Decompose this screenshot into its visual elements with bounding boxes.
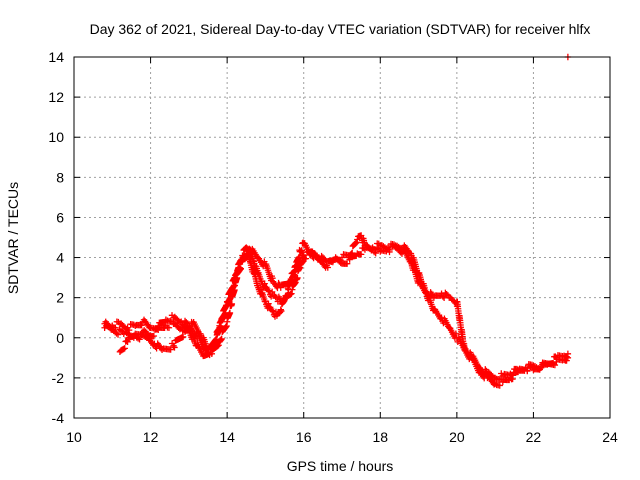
data-point	[324, 264, 331, 271]
data-point	[300, 252, 307, 259]
data-point	[215, 342, 222, 349]
data-point	[138, 322, 145, 329]
y-tick-label: 2	[56, 290, 64, 306]
data-point	[179, 327, 186, 335]
data-points	[101, 53, 572, 389]
data-point	[292, 266, 300, 273]
y-tick-label: 10	[48, 129, 64, 145]
x-tick-label: 20	[449, 429, 465, 445]
data-point	[288, 290, 295, 297]
data-point	[509, 375, 516, 383]
y-tick-label: 8	[56, 169, 64, 185]
data-point	[268, 288, 276, 296]
data-point	[343, 260, 351, 267]
y-tick-label: -4	[52, 410, 65, 426]
data-point	[237, 265, 245, 272]
data-point	[452, 330, 460, 337]
x-tick-label: 10	[66, 429, 82, 445]
data-point	[354, 236, 361, 243]
data-point	[112, 324, 119, 331]
data-point	[349, 249, 356, 257]
y-tick-label: 6	[56, 209, 64, 225]
data-point	[524, 367, 531, 375]
data-point	[261, 280, 268, 287]
data-point	[372, 249, 379, 257]
data-point	[179, 333, 187, 341]
x-tick-label: 14	[219, 429, 235, 445]
data-point	[549, 360, 557, 367]
data-point	[268, 307, 276, 314]
data-point	[227, 294, 234, 302]
grid-lines	[74, 57, 610, 418]
axis-ticks	[73, 56, 611, 419]
data-point	[536, 366, 544, 373]
x-tick-label: 22	[526, 429, 542, 445]
data-point	[114, 331, 122, 338]
data-point	[113, 330, 120, 337]
data-point	[461, 346, 468, 354]
chart-title: Day 362 of 2021, Sidereal Day-to-day VTE…	[90, 21, 591, 37]
y-tick-label: -2	[52, 370, 65, 386]
data-point	[537, 362, 545, 370]
data-point	[125, 326, 133, 334]
data-point	[284, 292, 291, 299]
data-point	[338, 254, 346, 261]
x-tick-label: 24	[602, 429, 618, 445]
data-point	[357, 251, 365, 258]
x-axis-label: GPS time / hours	[287, 458, 394, 474]
data-point	[265, 300, 272, 307]
data-point	[287, 277, 295, 284]
data-point	[167, 346, 174, 353]
series-trace-c	[116, 245, 307, 360]
data-point	[218, 335, 225, 343]
data-point	[171, 344, 178, 351]
data-point	[228, 300, 236, 308]
x-tick-label: 12	[143, 429, 159, 445]
data-point	[138, 331, 145, 339]
data-point	[438, 314, 445, 321]
data-point	[165, 324, 173, 331]
data-point	[222, 309, 229, 317]
y-axis-label: SDTVAR / TECUs	[5, 182, 21, 294]
x-tick-label: 18	[372, 429, 388, 445]
data-point	[292, 267, 299, 275]
data-point	[265, 287, 272, 294]
y-tick-label: 14	[48, 49, 64, 65]
data-point	[298, 259, 305, 266]
data-point	[213, 335, 220, 343]
plot-frame	[73, 56, 611, 419]
data-point	[205, 350, 212, 358]
x-tick-label: 16	[296, 429, 312, 445]
data-point	[299, 251, 307, 259]
data-point	[386, 248, 393, 256]
y-tick-label: 4	[56, 250, 64, 266]
data-point	[232, 278, 240, 285]
data-point	[443, 291, 450, 298]
data-point	[217, 322, 225, 330]
data-point	[496, 382, 503, 389]
data-point	[564, 350, 572, 358]
data-point	[244, 253, 251, 260]
data-point	[439, 293, 447, 300]
data-point	[150, 332, 158, 340]
y-tick-label: 12	[48, 89, 64, 105]
data-point	[121, 345, 128, 352]
data-point	[297, 260, 304, 267]
data-point	[123, 325, 130, 333]
y-tick-label: 0	[56, 330, 64, 346]
data-point	[278, 307, 285, 315]
data-point	[158, 346, 166, 354]
data-point	[124, 338, 131, 345]
data-point	[117, 327, 125, 334]
